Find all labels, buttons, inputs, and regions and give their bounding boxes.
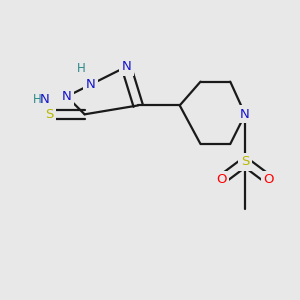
Text: N: N <box>240 108 250 121</box>
Text: H: H <box>77 62 86 75</box>
Text: N: N <box>121 60 131 73</box>
Text: N: N <box>62 90 72 103</box>
Text: H: H <box>42 106 51 119</box>
Text: O: O <box>216 173 226 186</box>
Text: N: N <box>40 93 50 106</box>
Text: N: N <box>86 78 95 91</box>
Text: H: H <box>33 93 41 106</box>
Text: O: O <box>264 173 274 186</box>
Text: S: S <box>241 155 249 168</box>
Text: S: S <box>45 108 53 121</box>
